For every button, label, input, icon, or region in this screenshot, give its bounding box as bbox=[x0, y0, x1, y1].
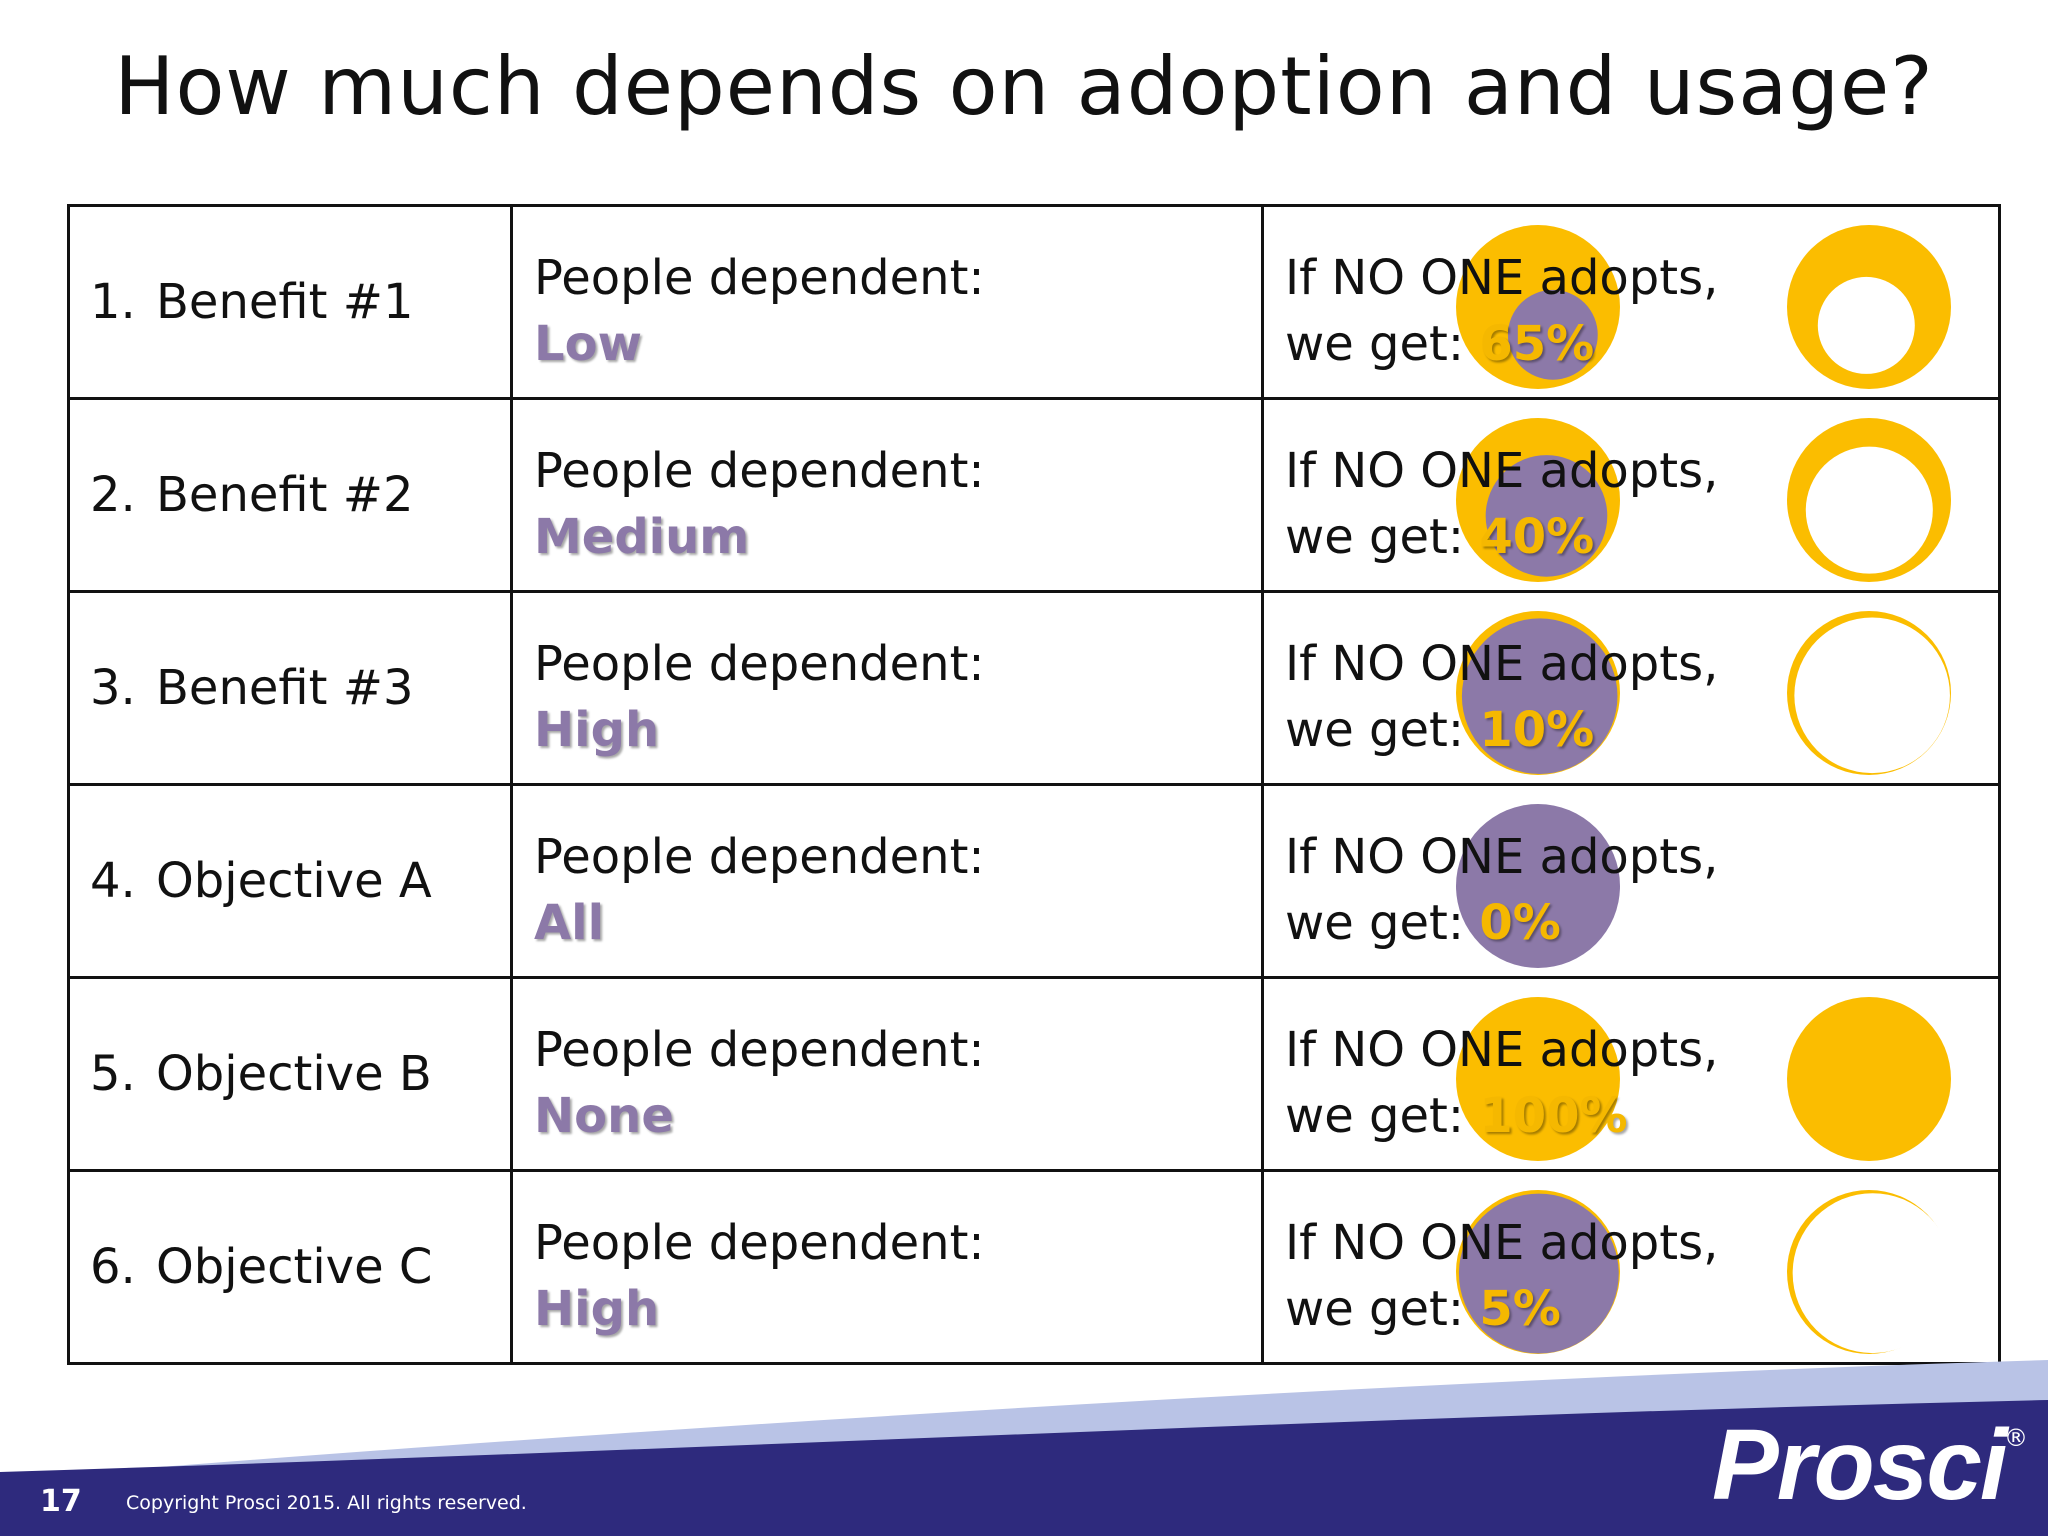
item-cell: 2. Benefit #2 bbox=[67, 397, 513, 593]
dependency-cell: People dependent: Medium bbox=[510, 397, 1620, 593]
item-number: 2. bbox=[90, 467, 136, 523]
result-line1: If NO ONE adopts, bbox=[1285, 250, 1719, 306]
result-line1: If NO ONE adopts, bbox=[1285, 1022, 1719, 1078]
dependency-level: High bbox=[534, 1281, 660, 1337]
item-cell: 4. Objective A bbox=[67, 783, 513, 979]
item-cell: 1. Benefit #1 bbox=[67, 204, 513, 400]
result-percent: 65% bbox=[1479, 316, 1595, 372]
item-number: 1. bbox=[90, 274, 136, 330]
table-row: 2. Benefit #2 People dependent: Medium If… bbox=[67, 397, 2001, 593]
item-cell: 6. Objective C bbox=[67, 1169, 513, 1365]
item-name: Objective C bbox=[156, 1239, 433, 1295]
dependency-cell: People dependent: None bbox=[510, 976, 1620, 1172]
result-percent: 5% bbox=[1479, 1281, 1561, 1337]
footer-band bbox=[0, 1360, 2048, 1536]
result-circle-icon bbox=[1787, 418, 1951, 582]
result-line2: we get: bbox=[1285, 509, 1465, 565]
result-cell: If NO ONE adopts, we get: 65% bbox=[1261, 204, 2001, 400]
dependency-level: Medium bbox=[534, 509, 750, 565]
lost-disc bbox=[1792, 1193, 1953, 1354]
item-name: Benefit #1 bbox=[156, 274, 414, 330]
dependency-label: People dependent: bbox=[534, 636, 985, 692]
item-name: Benefit #2 bbox=[156, 467, 414, 523]
result-line2: we get: bbox=[1285, 895, 1465, 951]
lost-disc bbox=[1794, 617, 1950, 774]
registered-mark: ® bbox=[2004, 1424, 2028, 1452]
result-cell: If NO ONE adopts, we get: 40% bbox=[1261, 397, 2001, 593]
prosci-logo: Prosci bbox=[1712, 1409, 2008, 1521]
result-cell: If NO ONE adopts, we get: 0% bbox=[1261, 783, 2001, 979]
adoption-table: 1. Benefit #1 People dependent: Low If NO… bbox=[67, 204, 2001, 1365]
dependency-level: All bbox=[534, 895, 605, 951]
lost-disc bbox=[1805, 446, 1933, 574]
table-row: 1. Benefit #1 People dependent: Low If NO… bbox=[67, 204, 2001, 400]
item-name: Benefit #3 bbox=[156, 660, 414, 716]
dependency-label: People dependent: bbox=[534, 829, 985, 885]
item-cell: 5. Objective B bbox=[67, 976, 513, 1172]
result-circle-icon bbox=[1787, 225, 1951, 389]
dependency-label: People dependent: bbox=[534, 443, 985, 499]
dependency-level: None bbox=[534, 1088, 674, 1144]
dependency-cell: People dependent: All bbox=[510, 783, 1620, 979]
result-circle-icon bbox=[1787, 611, 1951, 775]
result-line2: we get: bbox=[1285, 1281, 1465, 1337]
lost-disc bbox=[1817, 276, 1915, 374]
result-cell: If NO ONE adopts, we get: 10% bbox=[1261, 590, 2001, 786]
dependency-cell: People dependent: High bbox=[510, 1169, 1620, 1365]
dependency-level: Low bbox=[534, 316, 642, 372]
result-percent: 0% bbox=[1479, 895, 1561, 951]
result-line2: we get: bbox=[1285, 1088, 1465, 1144]
result-circle-icon bbox=[1787, 1190, 1953, 1354]
slide-title: How much depends on adoption and usage? bbox=[114, 40, 1934, 133]
result-line1: If NO ONE adopts, bbox=[1285, 443, 1719, 499]
table-row: 6. Objective C People dependent: High If … bbox=[67, 1169, 2001, 1365]
dependency-label: People dependent: bbox=[534, 250, 985, 306]
table-row: 4. Objective A People dependent: All If N… bbox=[67, 783, 2001, 979]
item-number: 4. bbox=[90, 853, 136, 909]
item-cell: 3. Benefit #3 bbox=[67, 590, 513, 786]
retained-disc bbox=[1787, 997, 1951, 1161]
item-number: 3. bbox=[90, 660, 136, 716]
item-name: Objective B bbox=[156, 1046, 432, 1102]
result-percent: 10% bbox=[1479, 702, 1595, 758]
result-cell: If NO ONE adopts, we get: 5% bbox=[1261, 1169, 2001, 1365]
copyright-text: Copyright Prosci 2015. All rights reserv… bbox=[126, 1492, 527, 1514]
dependency-level: High bbox=[534, 702, 660, 758]
result-percent: 100% bbox=[1479, 1088, 1628, 1144]
result-circle-icon bbox=[1787, 997, 1951, 1161]
footer-swoosh-dark bbox=[0, 1400, 2048, 1536]
result-line1: If NO ONE adopts, bbox=[1285, 829, 1719, 885]
table-row: 3. Benefit #3 People dependent: High If N… bbox=[67, 590, 2001, 786]
result-cell: If NO ONE adopts, we get: 100% bbox=[1261, 976, 2001, 1172]
result-line2: we get: bbox=[1285, 316, 1465, 372]
result-line2: we get: bbox=[1285, 702, 1465, 758]
dependency-cell: People dependent: Low bbox=[510, 204, 1620, 400]
result-line1: If NO ONE adopts, bbox=[1285, 636, 1719, 692]
table-row: 5. Objective B People dependent: None If … bbox=[67, 976, 2001, 1172]
dependency-cell: People dependent: High bbox=[510, 590, 1620, 786]
dependency-label: People dependent: bbox=[534, 1022, 985, 1078]
page-number: 17 bbox=[40, 1484, 82, 1519]
result-line1: If NO ONE adopts, bbox=[1285, 1215, 1719, 1271]
item-number: 5. bbox=[90, 1046, 136, 1102]
item-name: Objective A bbox=[156, 853, 432, 909]
result-percent: 40% bbox=[1479, 509, 1595, 565]
dependency-label: People dependent: bbox=[534, 1215, 985, 1271]
item-number: 6. bbox=[90, 1239, 136, 1295]
